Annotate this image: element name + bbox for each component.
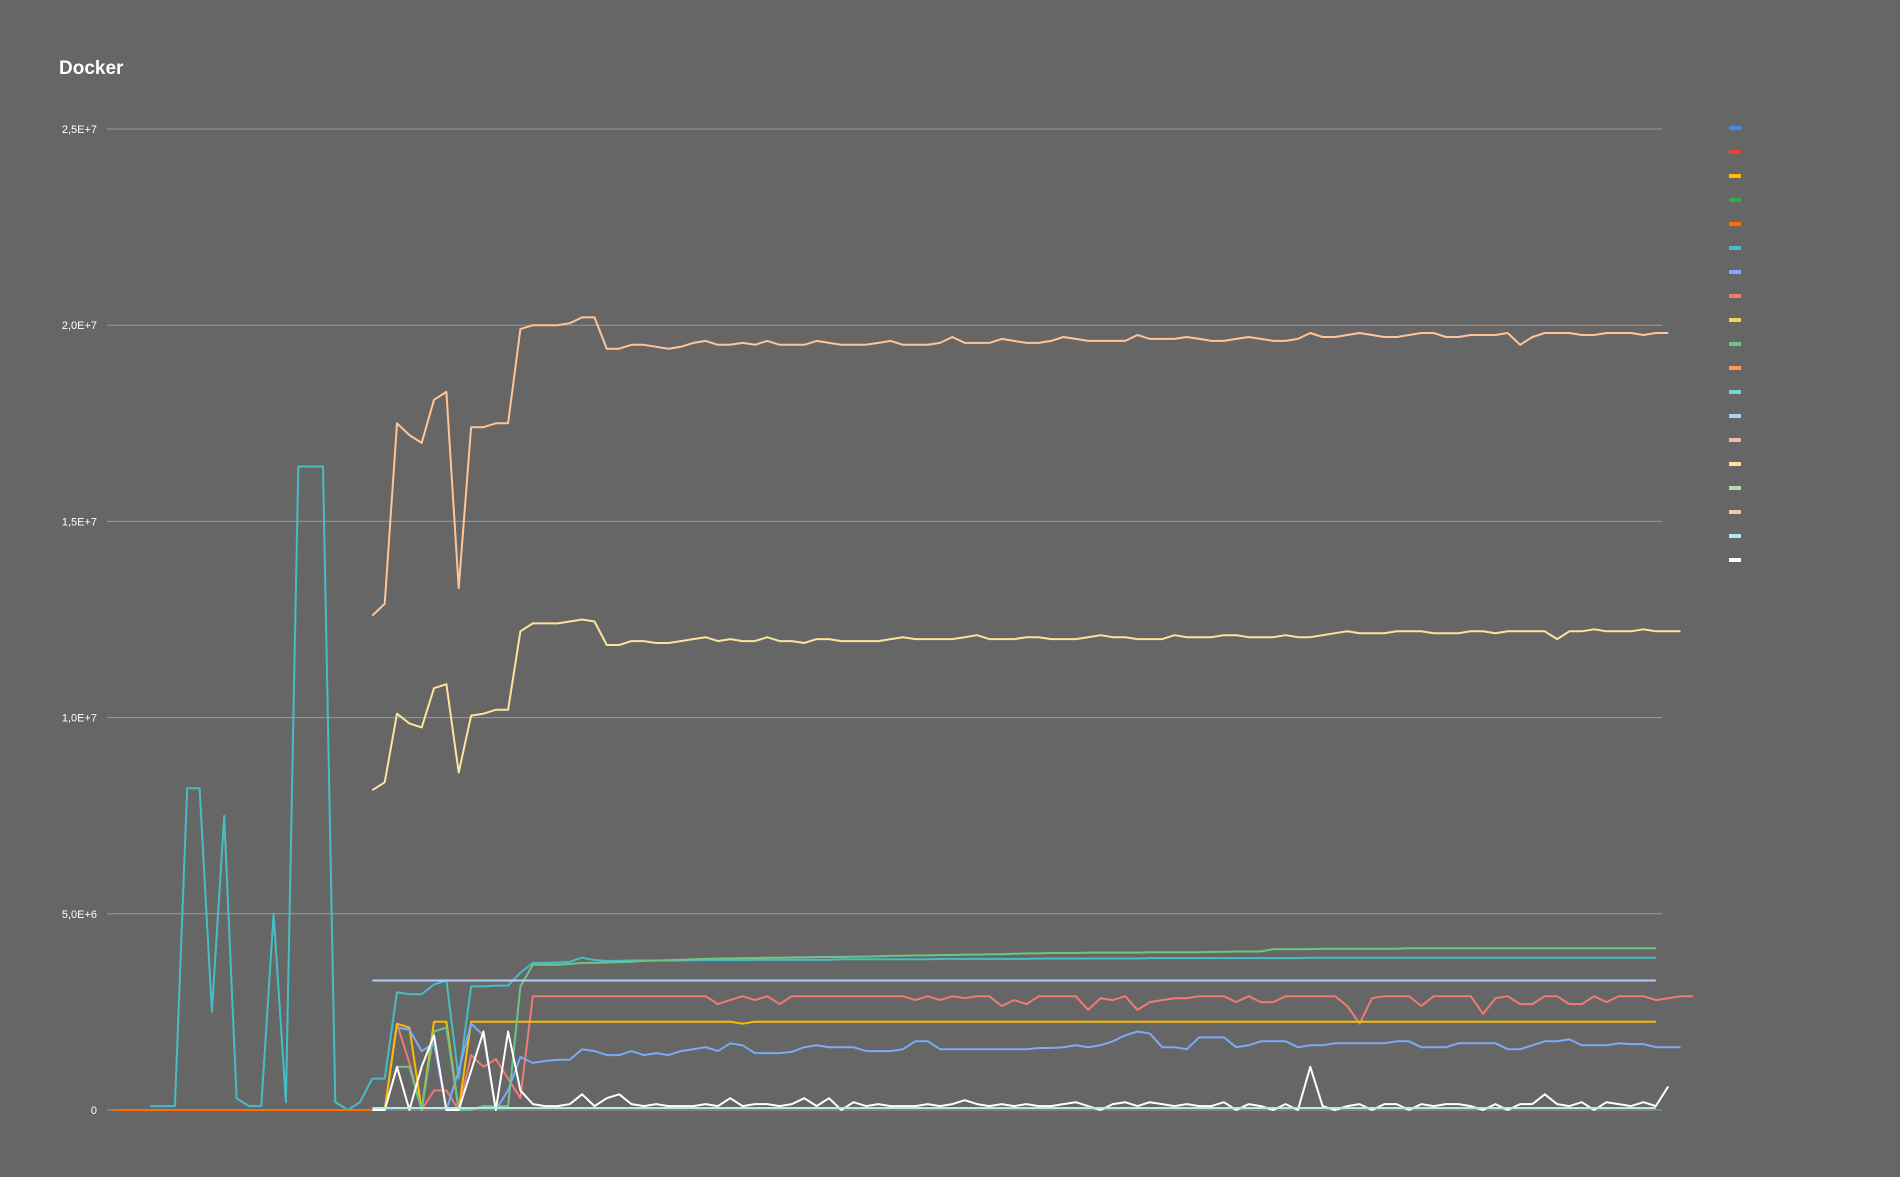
legend-swatch — [1729, 246, 1741, 250]
legend-swatch — [1729, 438, 1741, 442]
series-line — [113, 995, 1693, 1111]
series-line — [371, 618, 1681, 792]
legend — [1729, 126, 1741, 562]
legend-swatch — [1729, 174, 1741, 178]
legend-swatch — [1729, 342, 1741, 346]
grid-lines — [107, 128, 1662, 1111]
legend-swatch — [1729, 270, 1741, 274]
series-line — [396, 1022, 1681, 1111]
legend-swatch — [1729, 486, 1741, 490]
legend-swatch — [1729, 198, 1741, 202]
chart-title: Docker — [59, 58, 124, 79]
y-tick-label: 2,0E+7 — [62, 320, 97, 332]
series-line — [371, 316, 1669, 617]
y-tick-label: 2,5E+7 — [62, 124, 97, 136]
series-line — [372, 947, 1656, 1111]
legend-swatch — [1729, 318, 1741, 322]
y-axis-ticks: 0 5,0E+6 1,0E+7 1,5E+7 2,0E+7 2,5E+7 — [62, 124, 97, 1117]
legend-swatch — [1729, 462, 1741, 466]
legend-swatch — [1729, 534, 1741, 538]
y-tick-label: 1,0E+7 — [62, 713, 97, 725]
series-line — [372, 1030, 1670, 1111]
legend-swatch — [1729, 390, 1741, 394]
series-line — [372, 1020, 1656, 1111]
series-lines — [113, 316, 1693, 1111]
legend-swatch — [1729, 366, 1741, 370]
legend-swatch — [1729, 510, 1741, 514]
legend-swatch — [1729, 558, 1741, 562]
series-line — [150, 465, 1656, 1111]
legend-swatch — [1729, 222, 1741, 226]
y-tick-label: 1,5E+7 — [62, 516, 97, 528]
legend-swatch — [1729, 150, 1741, 154]
legend-swatch — [1729, 414, 1741, 418]
legend-swatch — [1729, 294, 1741, 298]
y-tick-label: 5,0E+6 — [62, 909, 97, 921]
legend-swatch — [1729, 126, 1741, 130]
y-tick-label: 0 — [91, 1105, 97, 1117]
